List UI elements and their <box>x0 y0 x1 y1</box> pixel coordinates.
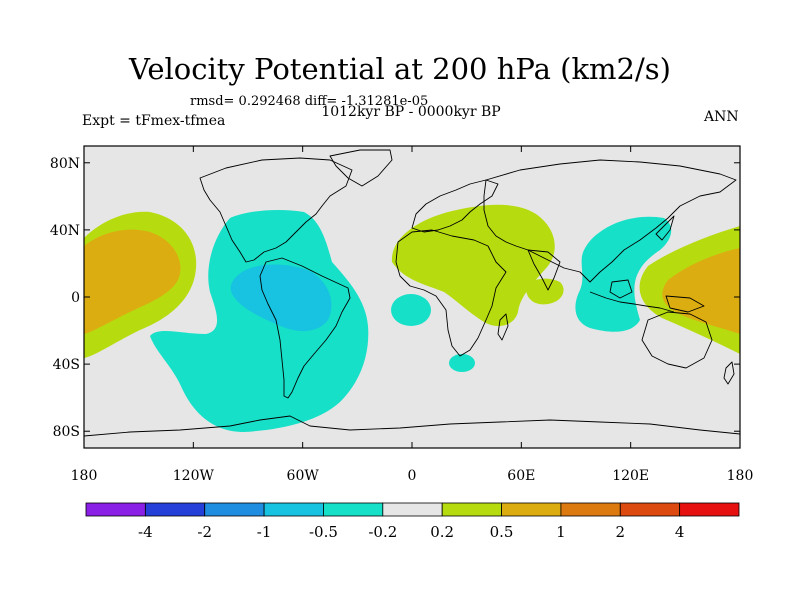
lon-tick-label: 120E <box>612 468 649 484</box>
contour-positive-central-pacific-inner <box>84 229 181 334</box>
colorbar-label: -0.5 <box>309 523 338 541</box>
contour-negative-south-africa <box>449 354 475 372</box>
coast-madagascar <box>497 313 509 341</box>
lon-tick-label: 120W <box>173 468 215 484</box>
colorbar-swatch <box>85 502 146 517</box>
contour-negative-americas-outer <box>150 210 369 432</box>
colorbar-swatch <box>263 502 324 517</box>
lon-tick-label: 60W <box>287 468 320 484</box>
coast-europe <box>411 179 499 233</box>
colorbar-label: -2 <box>197 523 212 541</box>
coast-antarctica <box>84 415 740 437</box>
lat-tick-label: 40N <box>50 223 80 239</box>
colorbar-swatch <box>144 502 206 517</box>
experiment-label: Expt = tFmex-tfmea <box>82 113 226 129</box>
contour-negative-gulf-of-guinea <box>391 294 431 326</box>
lon-tick-label: 180 <box>727 468 754 484</box>
plot-title: Velocity Potential at 200 hPa (km2/s) <box>129 52 671 86</box>
season-label: ANN <box>704 109 739 125</box>
lon-tick-label: 180 <box>71 468 98 484</box>
colorbar-swatch <box>441 502 502 517</box>
coast-borneo <box>609 279 633 299</box>
coast-indonesia <box>589 291 675 313</box>
colorbar-label: -0.2 <box>368 523 397 541</box>
contour-negative-south-america-inner <box>230 264 332 332</box>
contour-positive-west-pacific-inner <box>662 248 740 334</box>
contour-positive-africa-asia <box>391 204 555 327</box>
colorbar-swatch <box>204 502 265 517</box>
contour-negative-east-asia <box>575 216 672 332</box>
lat-tick-label: 80S <box>53 424 80 440</box>
colorbar-label: 1 <box>556 523 566 541</box>
lat-tick-label: 80N <box>50 156 80 172</box>
colorbar-swatch <box>560 502 621 517</box>
lon-tick-label: 0 <box>408 468 417 484</box>
colorbar-swatch <box>679 502 740 517</box>
lat-tick-label: 0 <box>71 290 80 306</box>
rmsd-diff-label: rmsd= 0.292468 diff= -1.31281e-05 <box>190 94 429 109</box>
longitude-axis: 180 120W 60W 0 60E 120E 180 <box>71 146 754 484</box>
latitude-axis: 80N 40N 0 40S 80S <box>50 156 740 440</box>
coast-new-guinea <box>665 295 705 313</box>
colorbar-labels: -4 -2 -1 -0.5 -0.2 0.2 0.5 1 2 4 <box>138 523 684 541</box>
colorbar <box>85 502 740 517</box>
colorbar-label: -1 <box>257 523 272 541</box>
coast-greenland <box>329 149 393 187</box>
colorbar-label: 0.2 <box>430 523 454 541</box>
coast-japan <box>655 215 675 241</box>
colorbar-swatch <box>501 502 562 517</box>
coastlines <box>84 149 740 437</box>
coast-south-america <box>259 257 351 399</box>
colorbar-swatch <box>382 502 443 517</box>
colorbar-label: -4 <box>138 523 153 541</box>
coast-africa <box>395 229 507 357</box>
coast-new-zealand <box>723 361 735 385</box>
colorbar-label: 2 <box>615 523 625 541</box>
coast-australia <box>641 311 713 369</box>
lat-tick-label: 40S <box>53 357 80 373</box>
period-label: 1012kyr BP - 0000kyr BP <box>321 104 501 120</box>
coast-india <box>527 249 561 291</box>
colorbar-label: 4 <box>675 523 685 541</box>
colorbar-label: 0.5 <box>490 523 514 541</box>
coast-north-america <box>199 157 353 263</box>
contour-field <box>84 149 740 437</box>
colorbar-swatch <box>323 502 384 517</box>
contour-positive-arabian-sea <box>526 278 564 305</box>
coast-asia <box>483 159 737 283</box>
colorbar-swatch <box>619 502 681 517</box>
lon-tick-label: 60E <box>507 468 535 484</box>
